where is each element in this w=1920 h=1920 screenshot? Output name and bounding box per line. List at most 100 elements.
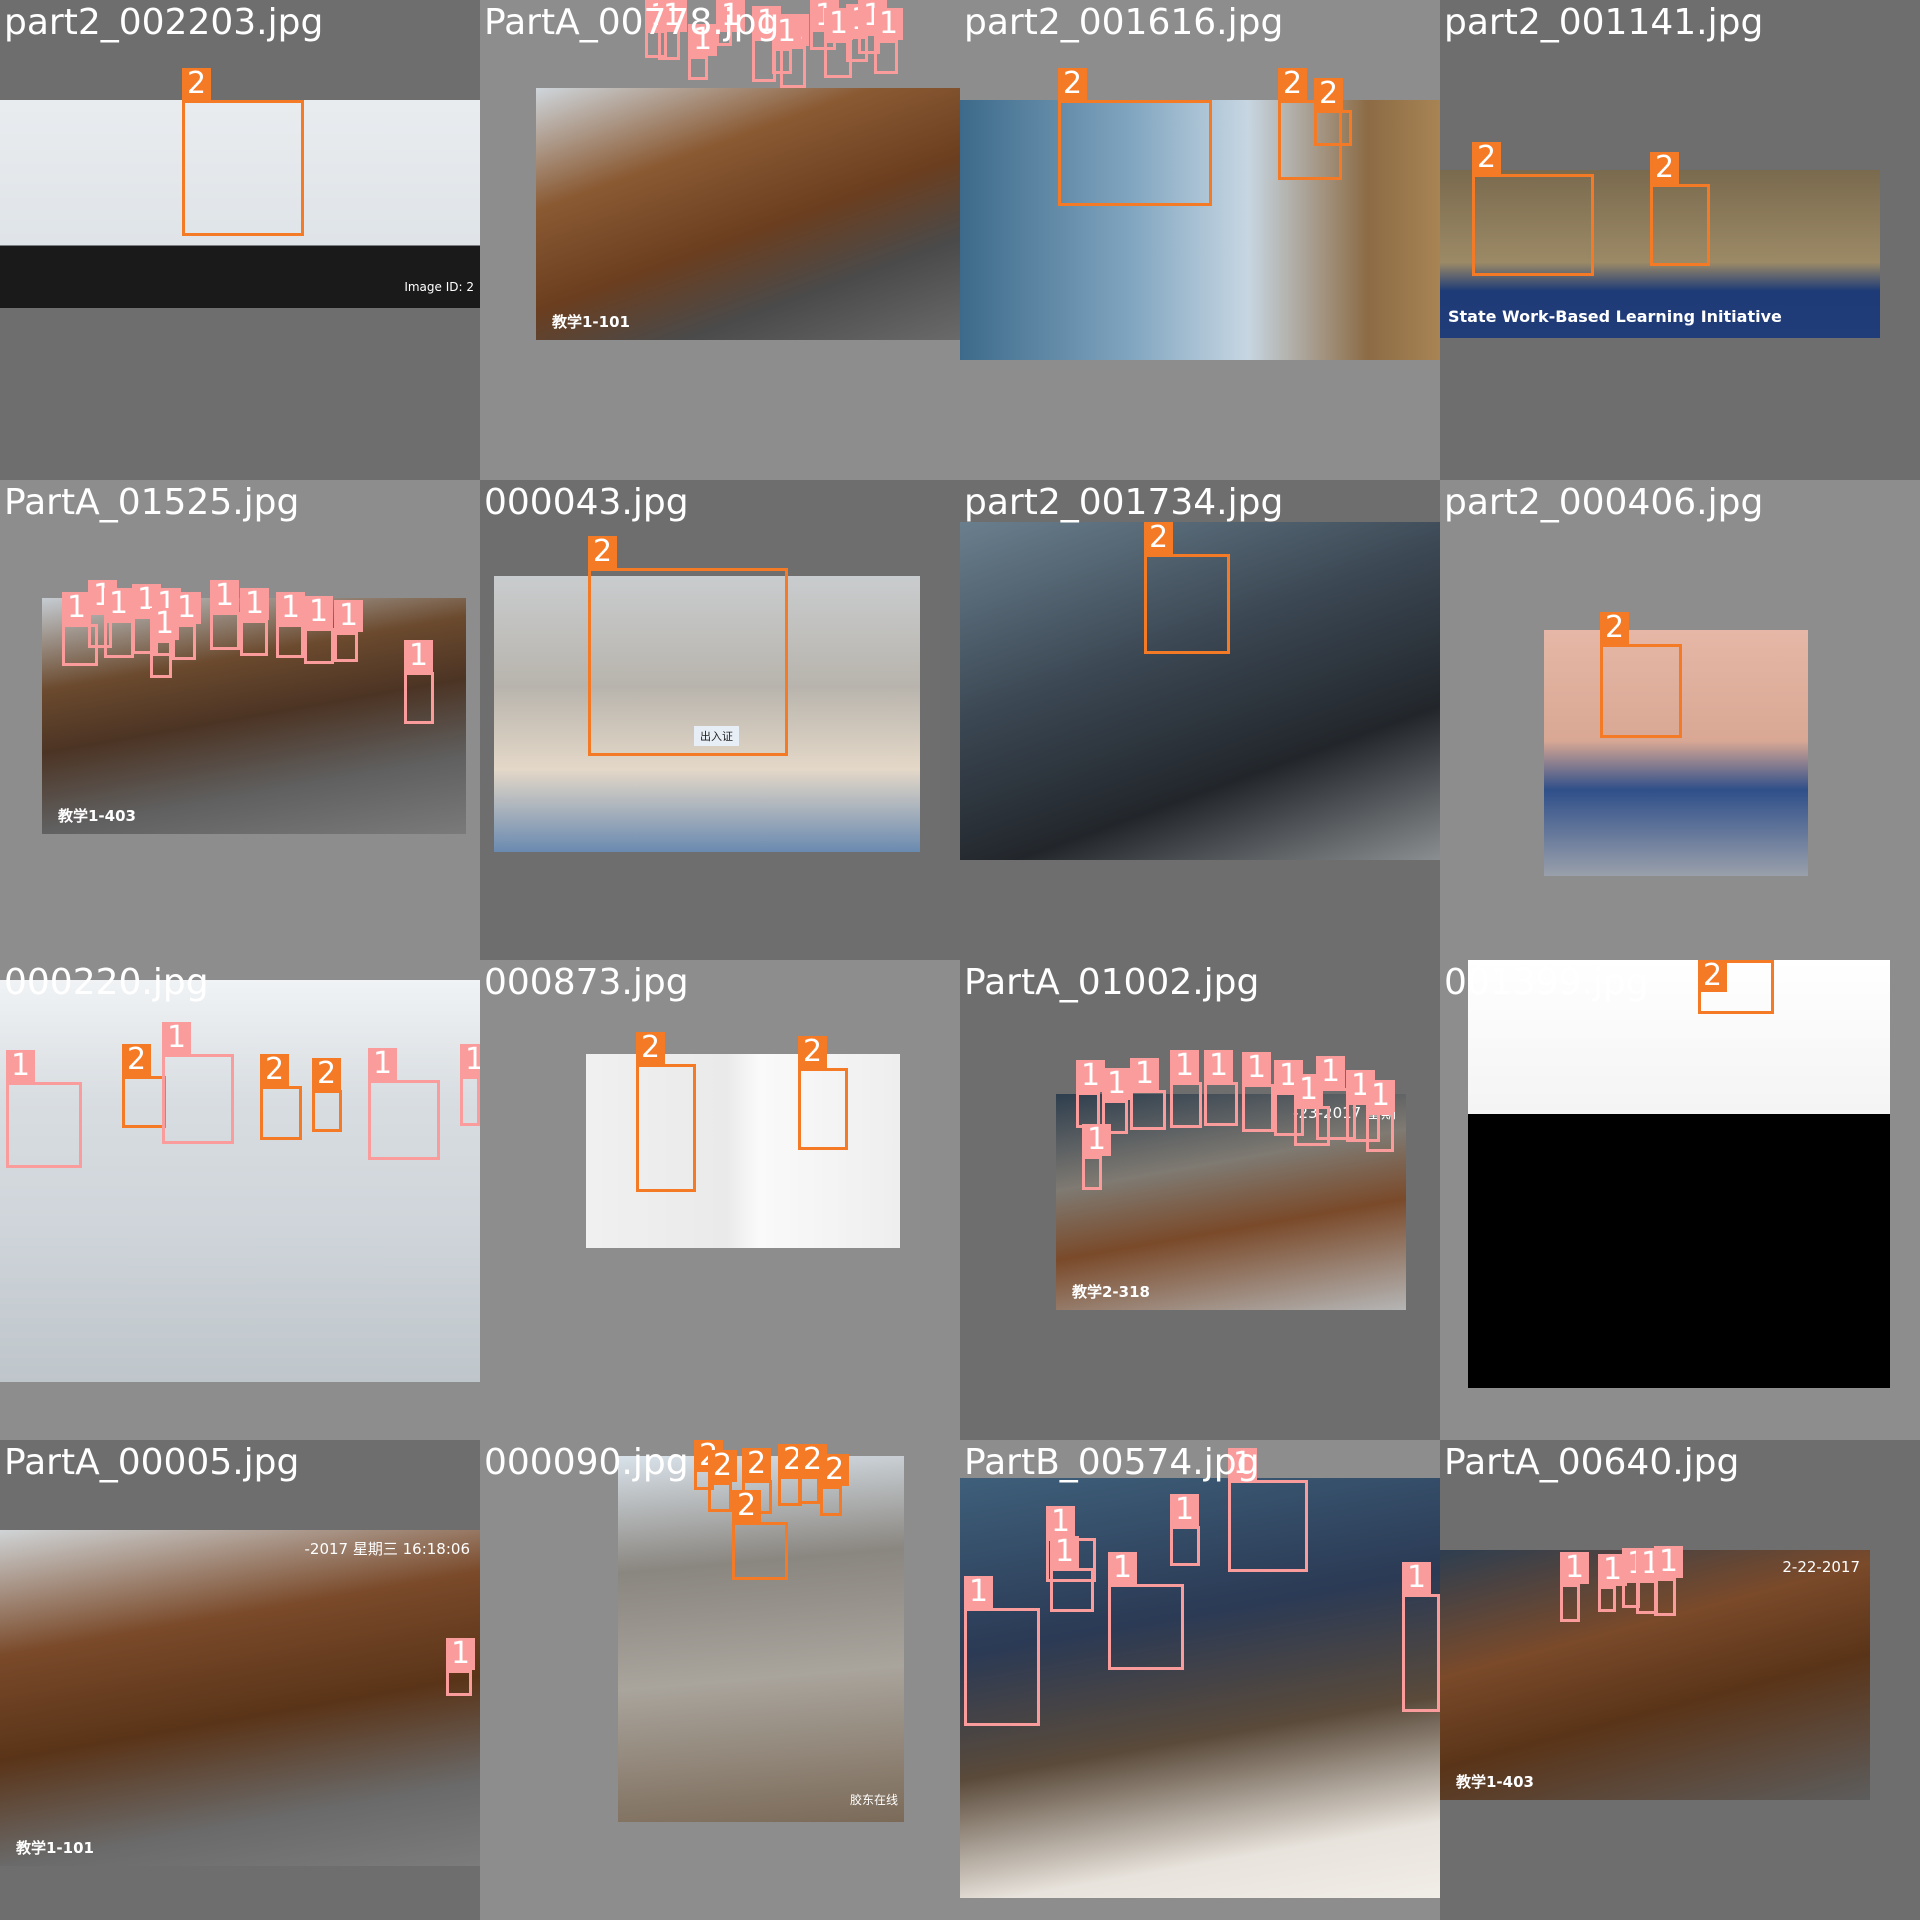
bounding-box-class-1[interactable] xyxy=(688,56,708,80)
room-caption: 教学1-403 xyxy=(1456,1773,1534,1791)
bounding-box-class-2[interactable] xyxy=(1650,184,1710,266)
image-tile[interactable]: 教学1-403 PartA_01525.jpg 1 1 1 1 1 1 1 1 1 1 1 1 1 xyxy=(0,480,480,960)
bounding-box-class-1[interactable] xyxy=(304,628,334,664)
bounding-box-class-1[interactable] xyxy=(1274,1092,1304,1136)
box-class-label: 1 xyxy=(1170,1494,1200,1526)
bounding-box-class-1[interactable] xyxy=(6,1082,82,1168)
bounding-box-class-1[interactable] xyxy=(1294,1106,1330,1146)
bounding-box-class-1[interactable] xyxy=(846,36,868,62)
filename-label: part2_002203.jpg xyxy=(4,2,324,43)
bounding-box-class-1[interactable] xyxy=(1402,1594,1440,1712)
bounding-box-class-2[interactable] xyxy=(1600,644,1682,738)
box-class-label: 1 xyxy=(1598,1554,1628,1586)
bounding-box-class-2[interactable] xyxy=(312,1090,342,1132)
bounding-box-class-1[interactable] xyxy=(1050,1568,1094,1612)
bounding-box-class-1[interactable] xyxy=(1346,1102,1380,1142)
bounding-box-class-2[interactable] xyxy=(636,1064,696,1192)
bounding-box-class-1[interactable] xyxy=(368,1080,440,1160)
bounding-box-class-2[interactable] xyxy=(820,1486,842,1516)
bounding-box-class-2[interactable] xyxy=(588,568,788,756)
bounding-box-class-2[interactable] xyxy=(182,100,304,236)
bounding-box-class-1[interactable] xyxy=(210,612,240,650)
bounding-box-class-2[interactable] xyxy=(1058,100,1212,206)
filename-label: PartB_00574.jpg xyxy=(964,1442,1260,1483)
bounding-box-class-1[interactable] xyxy=(88,612,112,648)
box-class-label: 1 xyxy=(1402,1562,1432,1594)
photo: State Work-Based Learning Initiative xyxy=(1440,170,1880,338)
bounding-box-class-1[interactable] xyxy=(1228,1480,1308,1572)
bounding-box-class-2[interactable] xyxy=(708,1482,732,1512)
filename-label: part2_001141.jpg xyxy=(1444,2,1764,43)
bounding-box-class-2[interactable] xyxy=(1314,110,1352,146)
bounding-box-class-1[interactable] xyxy=(1598,1586,1616,1612)
box-class-label: 1 xyxy=(162,1022,192,1054)
image-tile[interactable]: 001399.jpg 2 xyxy=(1440,960,1920,1440)
bounding-box-class-1[interactable] xyxy=(1108,1584,1184,1670)
bounding-box-class-1[interactable] xyxy=(446,1670,472,1696)
bounding-box-class-1[interactable] xyxy=(1082,1156,1102,1190)
filename-label: 001399.jpg xyxy=(1444,962,1649,1003)
box-class-label: 1 xyxy=(658,0,688,32)
box-class-label: 1 xyxy=(1076,1060,1106,1092)
bounding-box-class-1[interactable] xyxy=(1170,1526,1200,1566)
bounding-box-class-1[interactable] xyxy=(1366,1112,1394,1152)
bounding-box-class-1[interactable] xyxy=(1560,1584,1580,1622)
bounding-box-class-1[interactable] xyxy=(964,1608,1040,1726)
box-class-label: 1 xyxy=(1130,1058,1160,1090)
bounding-box-class-1[interactable] xyxy=(460,1076,480,1126)
bounding-box-class-1[interactable] xyxy=(874,40,898,74)
bounding-box-class-1[interactable] xyxy=(172,624,196,660)
bounding-box-class-1[interactable] xyxy=(1654,1578,1676,1616)
image-tile[interactable]: part2_001616.jpg 2 2 2 xyxy=(960,0,1440,480)
image-tile[interactable]: Image ID: 2 part2_002203.jpg 2 xyxy=(0,0,480,480)
bounding-box-class-1[interactable] xyxy=(334,632,358,662)
bounding-box-class-2[interactable] xyxy=(1144,554,1230,654)
bounding-box-class-1[interactable] xyxy=(404,672,434,724)
bounding-box-class-1[interactable] xyxy=(276,624,304,658)
image-tile[interactable]: 教学1-101 -2017 星期三 16:18:06 PartA_00005.jpg… xyxy=(0,1440,480,1920)
room-caption: 教学1-101 xyxy=(16,1839,94,1857)
bounding-box-class-1[interactable] xyxy=(240,620,268,656)
box-class-label: 2 xyxy=(182,68,212,100)
box-class-label: 1 xyxy=(1102,1068,1132,1100)
bounding-box-class-2[interactable] xyxy=(798,1476,820,1504)
photo xyxy=(960,522,1440,860)
bounding-box-class-1[interactable] xyxy=(1130,1090,1166,1130)
box-class-label: 2 xyxy=(1650,152,1680,184)
box-class-label: 2 xyxy=(588,536,618,568)
bounding-box-class-2[interactable] xyxy=(1278,100,1342,180)
image-tile[interactable]: 000220.jpg 1 2 1 2 2 1 1 xyxy=(0,960,480,1440)
box-class-label: 2 xyxy=(1058,68,1088,100)
photo: 教学1-101 -2017 星期三 16:18:06 xyxy=(0,1530,480,1866)
bounding-box-class-1[interactable] xyxy=(1170,1082,1202,1128)
bounding-box-class-2[interactable] xyxy=(1472,174,1594,276)
bounding-box-class-1[interactable] xyxy=(1316,1088,1356,1140)
bounding-box-class-1[interactable] xyxy=(104,620,134,658)
bounding-box-class-1[interactable] xyxy=(772,48,792,74)
bounding-box-class-1[interactable] xyxy=(1204,1082,1238,1126)
image-tile[interactable]: 出入证 000043.jpg 2 xyxy=(480,480,960,960)
bounding-box-class-1[interactable] xyxy=(150,640,172,678)
bounding-box-class-2[interactable] xyxy=(260,1086,302,1140)
box-class-label: 1 xyxy=(276,592,306,624)
bounding-box-class-2[interactable] xyxy=(122,1076,166,1128)
image-tile[interactable]: 000873.jpg 2 2 xyxy=(480,960,960,1440)
box-class-label: 1 xyxy=(6,1050,36,1082)
bounding-box-class-1[interactable] xyxy=(1242,1084,1274,1132)
image-tile[interactable]: 教学2-318 -23-2017 星期 PartA_01002.jpg 1 1 1 1 1 1 1… xyxy=(960,960,1440,1440)
box-class-label: 1 xyxy=(446,1638,476,1670)
image-tile[interactable]: PartB_00574.jpg 1 1 1 1 1 1 1 xyxy=(960,1440,1440,1920)
image-tile[interactable]: State Work-Based Learning Initiative part… xyxy=(1440,0,1920,480)
image-tile[interactable]: part2_001734.jpg 2 xyxy=(960,480,1440,960)
image-tile[interactable]: part2_000406.jpg 2 xyxy=(1440,480,1920,960)
box-class-label: 1 xyxy=(688,24,718,56)
bounding-box-class-1[interactable] xyxy=(162,1054,234,1144)
bounding-box-class-2[interactable] xyxy=(732,1522,788,1580)
bounding-box-class-1[interactable] xyxy=(1102,1100,1128,1134)
box-class-label: 2 xyxy=(312,1058,342,1090)
bounding-box-class-2[interactable] xyxy=(798,1068,848,1150)
